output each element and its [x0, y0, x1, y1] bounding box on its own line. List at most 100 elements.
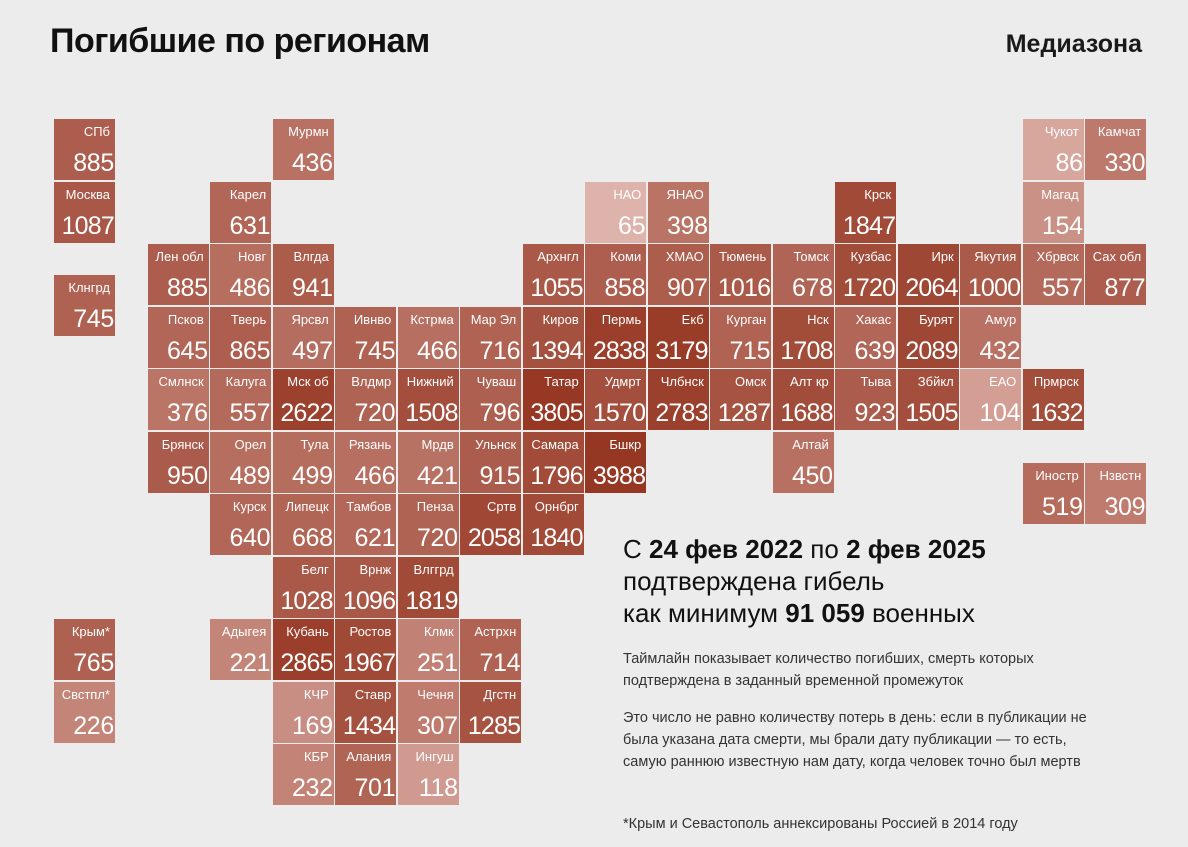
region-tile[interactable]: Крск 1847: [835, 181, 897, 243]
region-tile[interactable]: Чечня 307: [397, 681, 459, 743]
region-tile[interactable]: Клмк 251: [397, 619, 459, 680]
region-tile[interactable]: Сртв 2058: [460, 494, 522, 555]
region-tile[interactable]: ЯНАО 398: [647, 181, 709, 243]
region-tile[interactable]: Адыгея 221: [210, 619, 272, 680]
region-tile[interactable]: Прмрск 1632: [1022, 369, 1084, 430]
region-value: 432: [979, 336, 1021, 365]
region-label: Мрдв: [421, 436, 454, 452]
region-tile[interactable]: Магад 154: [1022, 181, 1084, 243]
region-tile[interactable]: Чукот 86: [1022, 119, 1084, 180]
region-label: ЕАО: [989, 374, 1017, 389]
region-tile[interactable]: Ингуш 118: [397, 744, 459, 805]
region-label: Тула: [300, 436, 329, 452]
region-tile[interactable]: Камчат 330: [1085, 119, 1147, 180]
region-label: Амур: [984, 311, 1017, 327]
region-tile[interactable]: Томск 678: [772, 244, 834, 305]
region-tile[interactable]: Влдмр 720: [335, 369, 397, 430]
region-tile[interactable]: Кстрма 466: [397, 306, 459, 368]
region-tile[interactable]: Амур 432: [960, 306, 1022, 368]
region-label: Нск: [807, 311, 829, 327]
region-tile[interactable]: Псков 645: [147, 306, 209, 368]
region-tile[interactable]: Удмрт 1570: [585, 369, 647, 430]
region-tile[interactable]: Члбнск 2783: [647, 369, 709, 430]
region-tile[interactable]: Тверь 865: [210, 306, 272, 368]
region-tile[interactable]: Самара 1796: [522, 431, 584, 493]
region-tile[interactable]: Нск 1708: [772, 306, 834, 368]
region-tile[interactable]: Екб 3179: [647, 306, 709, 368]
region-label: Крым*: [71, 624, 110, 639]
region-tile[interactable]: Алания 701: [335, 744, 397, 805]
region-tile[interactable]: ХМАО 907: [647, 244, 709, 305]
region-tile[interactable]: Новг 486: [210, 244, 272, 305]
region-tile[interactable]: Орел 489: [210, 431, 272, 493]
region-tile[interactable]: НАО 65: [585, 181, 647, 243]
region-tile[interactable]: Алт кр 1688: [772, 369, 834, 430]
region-tile[interactable]: Ярсвл 497: [272, 306, 334, 368]
region-tile[interactable]: Нижний 1508: [397, 369, 459, 430]
region-label: Иностр: [1035, 467, 1079, 483]
region-tile[interactable]: Мурмн 436: [272, 119, 334, 180]
region-tile[interactable]: Крым* 765: [54, 619, 115, 680]
region-tile[interactable]: Мар Эл 716: [460, 306, 522, 368]
region-tile[interactable]: Тула 499: [272, 431, 334, 493]
region-tile[interactable]: Чуваш 796: [460, 369, 522, 430]
region-tile[interactable]: Врнж 1096: [335, 556, 397, 618]
region-tile[interactable]: Архнгл 1055: [522, 244, 584, 305]
region-tile[interactable]: Пермь 2838: [585, 306, 647, 368]
region-tile[interactable]: Татар 3805: [522, 369, 584, 430]
region-tile[interactable]: Коми 858: [585, 244, 647, 305]
region-tile[interactable]: Тыва 923: [835, 369, 897, 430]
region-tile[interactable]: Влгда 941: [272, 244, 334, 305]
region-tile[interactable]: Ростов 1967: [335, 619, 397, 680]
brand-logo[interactable]: Медиазона: [1005, 30, 1142, 58]
region-tile[interactable]: Нзвстн 309: [1085, 462, 1147, 524]
region-tile[interactable]: Тамбов 621: [335, 494, 397, 555]
region-tile[interactable]: Алтай 450: [772, 431, 834, 493]
region-tile[interactable]: Хакас 639: [835, 306, 897, 368]
region-tile[interactable]: Курск 640: [210, 494, 272, 555]
region-tile[interactable]: Клнгрд 745: [54, 275, 115, 337]
region-tile[interactable]: Карел 631: [210, 181, 272, 243]
region-tile[interactable]: Ставр 1434: [335, 681, 397, 743]
region-tile[interactable]: Тюмень 1016: [710, 244, 772, 305]
region-tile[interactable]: Мрдв 421: [397, 431, 459, 493]
region-tile[interactable]: Кузбас 1720: [835, 244, 897, 305]
region-tile[interactable]: Курган 715: [710, 306, 772, 368]
region-tile[interactable]: Пенза 720: [397, 494, 459, 555]
region-tile[interactable]: Якутия 1000: [960, 244, 1022, 305]
region-tile[interactable]: Збйкл 1505: [897, 369, 959, 430]
region-tile[interactable]: Калуга 557: [210, 369, 272, 430]
region-tile[interactable]: КБР 232: [272, 744, 334, 805]
region-tile[interactable]: Сах обл 877: [1085, 244, 1147, 305]
region-tile[interactable]: КЧР 169: [272, 681, 334, 743]
region-tile[interactable]: Москва 1087: [54, 181, 115, 243]
region-tile[interactable]: Свстпл* 226: [54, 681, 115, 743]
region-tile[interactable]: Кубань 2865: [272, 619, 334, 680]
region-value: 3179: [655, 336, 708, 365]
region-tile[interactable]: Липецк 668: [272, 494, 334, 555]
region-tile[interactable]: Смлнск 376: [147, 369, 209, 430]
region-tile[interactable]: Дгстн 1285: [460, 681, 522, 743]
region-tile[interactable]: Бурят 2089: [897, 306, 959, 368]
region-tile[interactable]: Ульнск 915: [460, 431, 522, 493]
region-tile[interactable]: Бшкр 3988: [585, 431, 647, 493]
region-tile[interactable]: Ивнво 745: [335, 306, 397, 368]
region-tile[interactable]: Хбрвск 557: [1022, 244, 1084, 305]
region-tile[interactable]: Мск об 2622: [272, 369, 334, 430]
region-tile[interactable]: Омск 1287: [710, 369, 772, 430]
region-tile[interactable]: Орнбрг 1840: [522, 494, 584, 555]
region-tile[interactable]: ЕАО 104: [960, 369, 1022, 430]
region-value: 885: [73, 149, 114, 177]
region-tile[interactable]: Ирк 2064: [897, 244, 959, 305]
region-value: 519: [1041, 492, 1083, 521]
region-tile[interactable]: Астрхн 714: [460, 619, 522, 680]
region-tile[interactable]: Рязань 466: [335, 431, 397, 493]
region-tile[interactable]: Белг 1028: [272, 556, 334, 618]
region-tile[interactable]: Иностр 519: [1022, 462, 1084, 524]
region-tile[interactable]: Киров 1394: [522, 306, 584, 368]
region-label: Белг: [301, 561, 329, 577]
region-tile[interactable]: Влггрд 1819: [397, 556, 459, 618]
region-tile[interactable]: СПб 885: [54, 119, 115, 180]
region-tile[interactable]: Лен обл 885: [147, 244, 209, 305]
region-tile[interactable]: Брянск 950: [147, 431, 209, 493]
